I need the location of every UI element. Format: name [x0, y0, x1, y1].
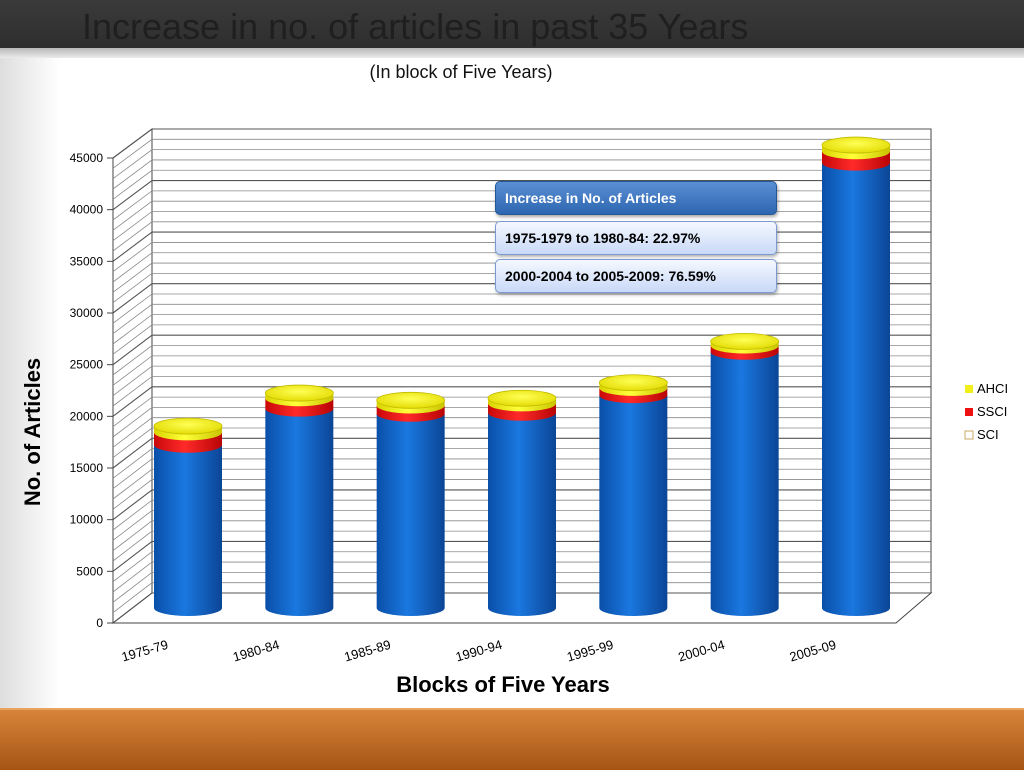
bar-segment-sci — [376, 413, 445, 616]
gridline — [112, 406, 931, 438]
slide-subtitle: (In block of Five Years) — [369, 62, 553, 82]
gridline — [112, 303, 931, 334]
x-axis-title: Blocks of Five Years — [396, 672, 610, 697]
x-tick-label: 1990-94 — [454, 637, 504, 665]
bar-top-cap — [264, 384, 334, 402]
gridline — [112, 355, 931, 386]
bar-1975-79 — [153, 417, 223, 616]
gridline — [112, 468, 931, 500]
gridline — [112, 582, 931, 613]
gridline — [112, 345, 931, 376]
gridline — [112, 479, 931, 510]
gridline — [112, 376, 931, 407]
gridline — [112, 314, 931, 345]
gridline — [112, 530, 931, 562]
y-axis-ticks: 0 5000 10000 15000 20000 25000 30000 35000 40000… — [70, 151, 113, 630]
bar-top-cap — [710, 332, 780, 350]
bar-top-cap — [821, 136, 891, 154]
bar-segment-sci — [265, 408, 334, 616]
callout-item: 2000-2004 to 2005-2009: 76.59% — [495, 259, 777, 293]
gridline — [112, 417, 931, 448]
x-tick-label: 2000-04 — [676, 637, 726, 665]
gridline — [112, 592, 931, 624]
y-tick-label: 20000 — [70, 409, 104, 423]
y-tick-label: 0 — [96, 616, 103, 630]
gridline — [112, 149, 931, 179]
bar-top-cap — [487, 389, 557, 407]
bar-1990-94 — [487, 389, 557, 616]
gridline — [112, 571, 931, 603]
gridline — [112, 169, 931, 200]
gridline — [112, 540, 931, 572]
bar-segment-sci — [488, 412, 556, 616]
y-tick-label: 10000 — [70, 513, 104, 527]
slide-left-shade — [0, 58, 60, 708]
legend-label-ssci: SSCI — [977, 404, 1007, 419]
gridline — [112, 427, 931, 458]
gridline — [112, 396, 931, 427]
gridline — [112, 499, 931, 531]
x-axis-labels: 1975-79 1980-84 1985-89 1990-94 1995-99 2000-… — [120, 637, 838, 665]
bar-1980-84 — [264, 384, 334, 616]
bar-top-cap — [376, 391, 446, 409]
gridline — [112, 458, 931, 489]
callout-item: 1975-1979 to 1980-84: 22.97% — [495, 221, 777, 255]
x-tick-label: 1995-99 — [565, 637, 615, 665]
y-tick-label: 25000 — [70, 358, 104, 372]
gridline — [112, 180, 931, 211]
bar-segment-sci — [599, 395, 668, 616]
gridline — [112, 561, 931, 593]
gridline — [112, 551, 931, 582]
gridline — [112, 437, 931, 469]
gridline — [112, 334, 931, 366]
y-axis-title: No. of Articles — [20, 358, 45, 506]
gridline — [112, 293, 931, 324]
callout-heading: Increase in No. of Articles — [495, 181, 777, 215]
bar-segment-sci — [822, 162, 890, 616]
bar-1995-99 — [598, 374, 668, 616]
gridline — [112, 510, 931, 541]
bar-top-cap — [153, 417, 223, 435]
gridline — [112, 324, 931, 355]
bar-top-cap — [598, 374, 668, 392]
slide-title: Increase in no. of articles in past 35 Y… — [82, 6, 749, 47]
bar-segment-sci — [710, 351, 779, 616]
title-strip — [0, 48, 1024, 58]
slide-footer-band — [0, 708, 1024, 770]
x-tick-label: 1975-79 — [120, 637, 170, 665]
title-bar — [0, 0, 1024, 48]
y-tick-label: 45000 — [70, 151, 104, 165]
gridline — [112, 448, 931, 479]
x-tick-label: 1980-84 — [231, 637, 281, 665]
y-tick-label: 30000 — [70, 306, 104, 320]
gridline — [112, 386, 931, 417]
legend-swatch-sci — [964, 430, 974, 440]
legend-swatch-ssci — [965, 408, 973, 416]
legend: AHCI SSCI SCI — [964, 381, 1008, 442]
x-tick-label: 1985-89 — [342, 637, 392, 665]
legend-label-sci: SCI — [977, 427, 999, 442]
gridlines — [112, 128, 931, 624]
bar-2000-04 — [710, 332, 780, 616]
y-tick-label: 15000 — [70, 461, 104, 475]
bar-1985-89 — [376, 391, 446, 616]
legend-swatch-ahci — [965, 385, 973, 393]
bar-segment-sci — [154, 444, 222, 616]
gridline — [112, 489, 931, 521]
gridline — [112, 520, 931, 551]
gridline — [112, 159, 931, 190]
y-tick-label: 5000 — [76, 564, 103, 578]
y-tick-label: 40000 — [70, 203, 104, 217]
gridline — [112, 138, 931, 169]
gridline — [112, 365, 931, 396]
legend-label-ahci: AHCI — [977, 381, 1008, 396]
bar-2005-09 — [821, 136, 891, 616]
bars — [153, 136, 891, 616]
side-wall — [112, 128, 153, 625]
gridline — [112, 128, 931, 159]
x-tick-label: 2005-09 — [788, 637, 838, 665]
y-tick-label: 35000 — [70, 254, 104, 268]
